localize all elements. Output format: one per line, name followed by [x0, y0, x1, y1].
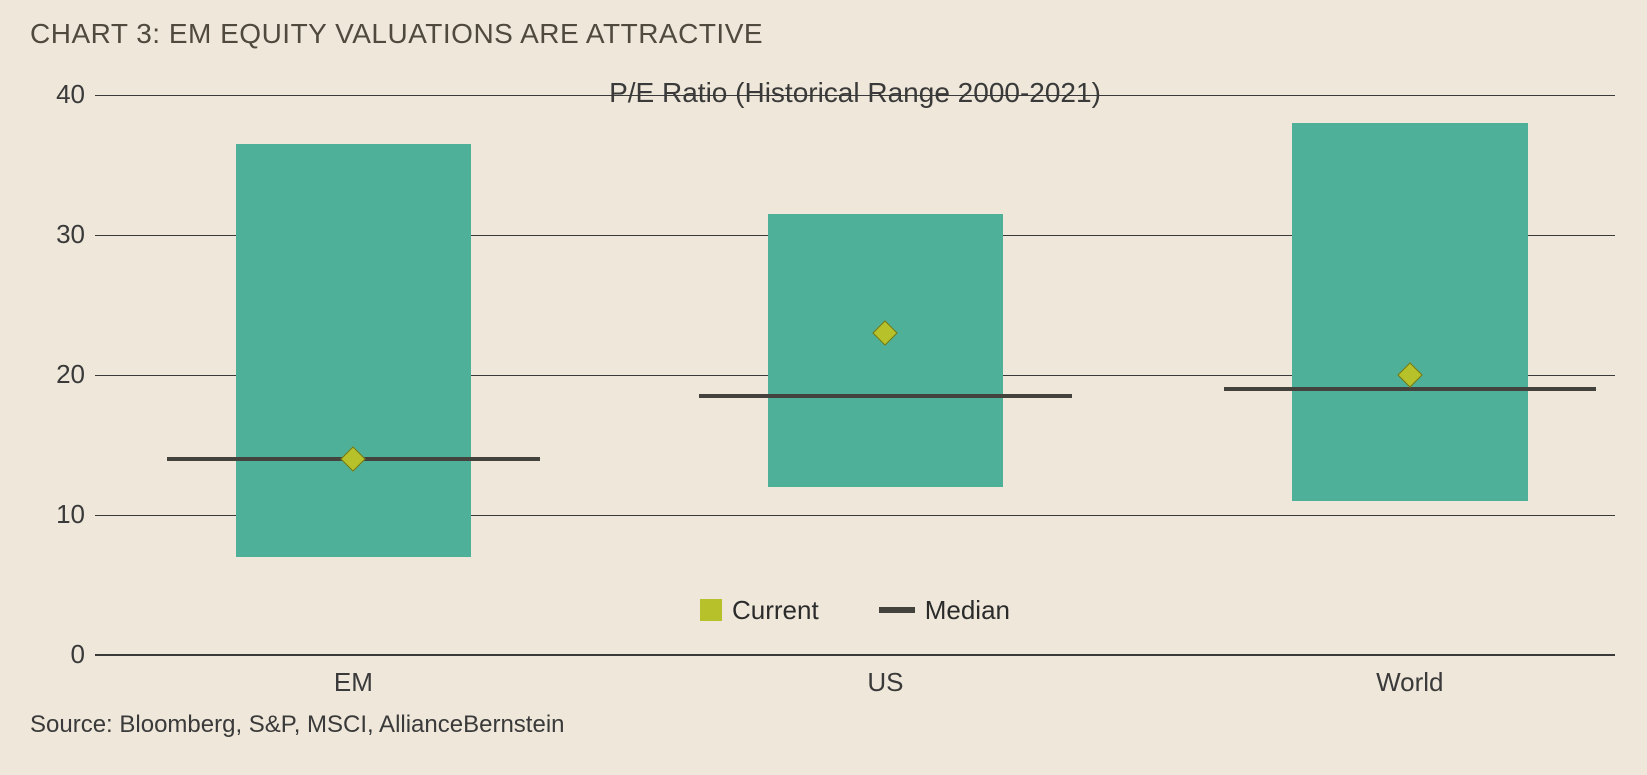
- legend-item-median: Median: [879, 595, 1010, 626]
- range-bar: [768, 214, 1004, 487]
- y-tick-label: 30: [25, 219, 85, 250]
- range-bar: [1292, 123, 1528, 501]
- range-bar: [236, 144, 472, 557]
- y-tick-label: 20: [25, 359, 85, 390]
- line-icon: [879, 607, 915, 613]
- y-tick-label: 0: [25, 639, 85, 670]
- gridline: [95, 95, 1615, 96]
- chart-source: Source: Bloomberg, S&P, MSCI, AllianceBe…: [30, 711, 565, 739]
- legend: Current Median: [700, 595, 1010, 626]
- chart-title: CHART 3: EM EQUITY VALUATIONS ARE ATTRAC…: [30, 18, 763, 50]
- gridline: [95, 654, 1615, 656]
- legend-label: Median: [925, 595, 1010, 626]
- median-line: [699, 394, 1071, 398]
- y-tick-label: 40: [25, 79, 85, 110]
- x-tick-label: US: [785, 667, 985, 698]
- chart-canvas: CHART 3: EM EQUITY VALUATIONS ARE ATTRAC…: [0, 0, 1647, 775]
- x-tick-label: EM: [253, 667, 453, 698]
- x-tick-label: World: [1310, 667, 1510, 698]
- legend-label: Current: [732, 595, 819, 626]
- y-tick-label: 10: [25, 499, 85, 530]
- legend-item-current: Current: [700, 595, 819, 626]
- square-icon: [700, 599, 722, 621]
- plot-area: [95, 95, 1615, 655]
